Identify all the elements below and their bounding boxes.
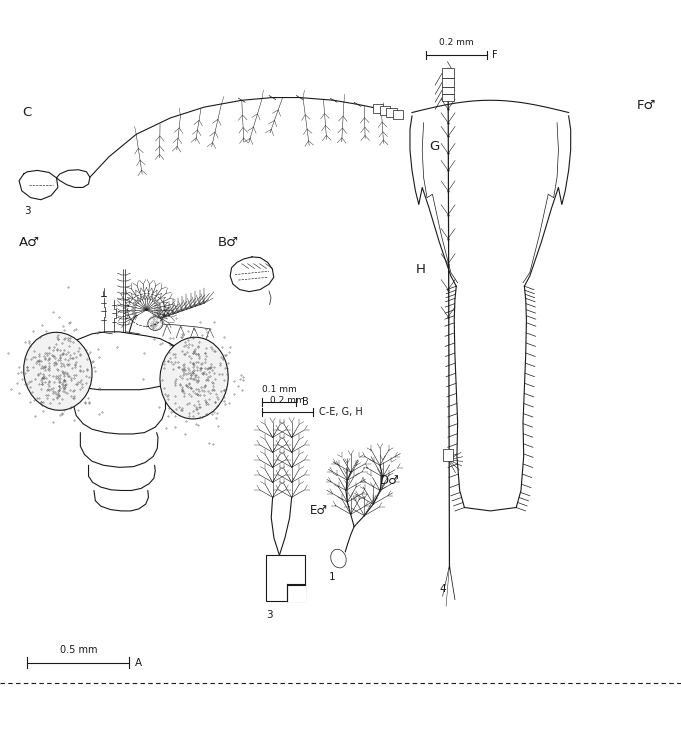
Polygon shape xyxy=(230,257,274,292)
Text: D♂: D♂ xyxy=(380,474,400,487)
Text: 4: 4 xyxy=(439,584,446,594)
FancyBboxPatch shape xyxy=(442,79,454,87)
Ellipse shape xyxy=(331,549,346,568)
Text: B♂: B♂ xyxy=(218,235,239,249)
Text: 3: 3 xyxy=(266,609,272,620)
FancyBboxPatch shape xyxy=(442,69,454,79)
FancyBboxPatch shape xyxy=(394,110,403,120)
Text: H: H xyxy=(415,262,426,276)
Text: F♂: F♂ xyxy=(637,99,656,112)
FancyBboxPatch shape xyxy=(442,87,454,94)
Text: 0.2 mm: 0.2 mm xyxy=(439,38,473,47)
Text: B: B xyxy=(302,397,308,407)
FancyBboxPatch shape xyxy=(443,449,453,461)
Text: A♂: A♂ xyxy=(19,235,40,249)
FancyBboxPatch shape xyxy=(266,555,305,601)
Text: E♂: E♂ xyxy=(310,504,328,518)
Text: 0.1 mm: 0.1 mm xyxy=(262,386,297,394)
Text: C: C xyxy=(22,106,31,119)
Text: F: F xyxy=(492,50,498,60)
Ellipse shape xyxy=(148,317,163,330)
Text: G: G xyxy=(429,140,439,153)
Text: 1: 1 xyxy=(329,572,336,582)
Text: 0.2 mm: 0.2 mm xyxy=(270,396,305,405)
Ellipse shape xyxy=(24,332,92,410)
FancyBboxPatch shape xyxy=(387,108,396,117)
Polygon shape xyxy=(287,585,305,601)
Ellipse shape xyxy=(160,338,228,419)
Polygon shape xyxy=(57,170,90,187)
FancyBboxPatch shape xyxy=(373,104,383,113)
Polygon shape xyxy=(19,171,58,200)
Text: 0.5 mm: 0.5 mm xyxy=(59,645,97,655)
Text: 3: 3 xyxy=(24,206,31,216)
Text: C-E, G, H: C-E, G, H xyxy=(319,408,362,417)
FancyBboxPatch shape xyxy=(379,106,390,115)
Text: A: A xyxy=(135,658,142,668)
FancyBboxPatch shape xyxy=(442,94,454,101)
